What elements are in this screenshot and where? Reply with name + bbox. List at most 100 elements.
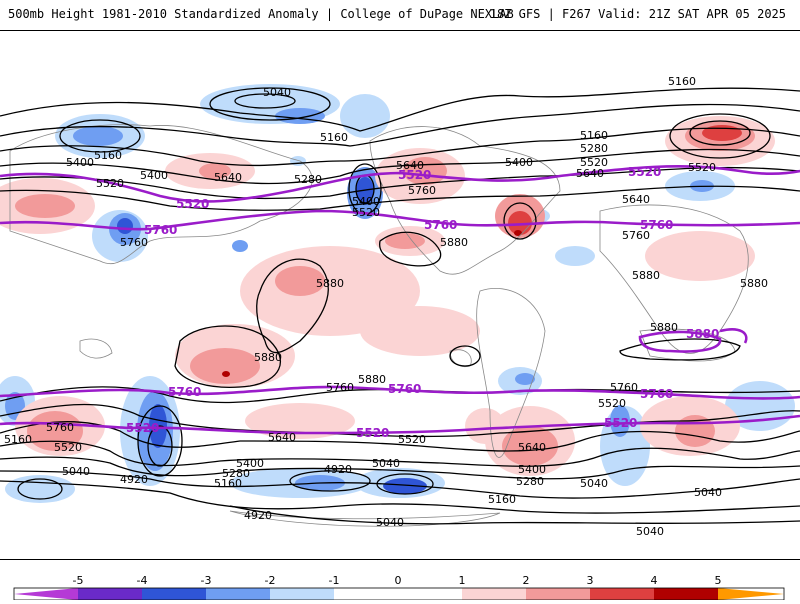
negative-anomaly-shading xyxy=(0,84,795,503)
colorbar-swatch-neg4 xyxy=(78,588,142,600)
colorbar-swatch-pos3 xyxy=(590,588,654,600)
svg-text:5760: 5760 xyxy=(408,184,436,197)
svg-text:5520: 5520 xyxy=(176,197,209,211)
svg-text:5400: 5400 xyxy=(352,195,380,208)
svg-text:5280: 5280 xyxy=(516,475,544,488)
svg-text:5520: 5520 xyxy=(96,177,124,190)
svg-text:5160: 5160 xyxy=(4,433,32,446)
contour-labels: 5040 5160 5400 5400 5520 5640 5760 5160 … xyxy=(4,75,768,538)
svg-text:5880: 5880 xyxy=(254,351,282,364)
svg-text:5760: 5760 xyxy=(640,387,673,401)
svg-text:5640: 5640 xyxy=(518,441,546,454)
svg-text:5520: 5520 xyxy=(628,165,661,179)
svg-text:5520: 5520 xyxy=(580,156,608,169)
colorbar-swatch-pos4 xyxy=(654,588,718,600)
svg-text:4920: 4920 xyxy=(244,509,272,522)
positive-anomaly-shading xyxy=(0,116,775,476)
svg-text:5160: 5160 xyxy=(488,493,516,506)
svg-text:5520: 5520 xyxy=(126,421,159,435)
svg-text:5280: 5280 xyxy=(222,467,250,480)
colorbar-swatch-neg5 xyxy=(14,588,78,600)
svg-text:5760: 5760 xyxy=(326,381,354,394)
anomaly-map-canvas: 5040 5160 5400 5400 5520 5640 5760 5160 … xyxy=(0,75,800,538)
svg-text:5520: 5520 xyxy=(352,206,380,219)
svg-text:5640: 5640 xyxy=(214,171,242,184)
map-title: 500mb Height 1981-2010 Standardized Anom… xyxy=(8,7,514,21)
colorbar-tick: 5 xyxy=(715,574,722,587)
colorbar-swatch-neg1 xyxy=(270,588,334,600)
colorbar-tick: 0 xyxy=(395,574,402,587)
anomaly-colorbar: -5 -4 -3 -2 -1 0 1 2 3 4 5 xyxy=(0,572,800,601)
colorbar-swatch-pos5 xyxy=(718,588,784,600)
svg-text:5760: 5760 xyxy=(120,236,148,249)
colorbar-swatches xyxy=(13,587,785,601)
svg-text:5040: 5040 xyxy=(372,457,400,470)
colorbar-tick: 1 xyxy=(459,574,466,587)
svg-text:5640: 5640 xyxy=(396,159,424,172)
svg-text:5760: 5760 xyxy=(144,223,177,237)
svg-text:5520: 5520 xyxy=(398,433,426,446)
svg-text:5760: 5760 xyxy=(388,382,421,396)
svg-text:5520: 5520 xyxy=(54,441,82,454)
colorbar-tick: -3 xyxy=(201,574,212,587)
svg-text:5760: 5760 xyxy=(168,385,201,399)
colorbar-tick: 4 xyxy=(651,574,658,587)
svg-text:5520: 5520 xyxy=(604,416,637,430)
svg-text:5400: 5400 xyxy=(518,463,546,476)
highlight-contours xyxy=(0,165,800,435)
svg-text:5880: 5880 xyxy=(686,327,719,341)
colorbar-swatch-neutral xyxy=(334,588,462,600)
colorbar-svg: -5 -4 -3 -2 -1 0 1 2 3 4 5 xyxy=(13,574,785,601)
svg-text:5400: 5400 xyxy=(66,156,94,169)
svg-text:5520: 5520 xyxy=(688,161,716,174)
svg-text:5880: 5880 xyxy=(440,236,468,249)
svg-text:5040: 5040 xyxy=(636,525,664,538)
svg-text:5760: 5760 xyxy=(640,218,673,232)
svg-text:5160: 5160 xyxy=(668,75,696,88)
svg-text:5400: 5400 xyxy=(236,457,264,470)
svg-text:5760: 5760 xyxy=(46,421,74,434)
svg-text:5520: 5520 xyxy=(356,426,389,440)
svg-text:5160: 5160 xyxy=(580,129,608,142)
colorbar-ticks: -5 -4 -3 -2 -1 0 1 2 3 4 5 xyxy=(73,574,722,587)
highlight-contour-labels: 5520 5520 5760 5760 5520 5760 5520 5760 … xyxy=(126,165,719,440)
colorbar-tick: -5 xyxy=(73,574,84,587)
svg-text:5040: 5040 xyxy=(580,477,608,490)
colorbar-swatch-neg2 xyxy=(206,588,270,600)
anomaly-map: 5040 5160 5400 5400 5520 5640 5760 5160 … xyxy=(0,30,800,560)
svg-text:5040: 5040 xyxy=(694,486,722,499)
model-run-info: 18Z GFS | F267 Valid: 21Z SAT APR 05 202… xyxy=(489,7,786,21)
svg-text:5760: 5760 xyxy=(610,381,638,394)
svg-text:5400: 5400 xyxy=(140,169,168,182)
svg-text:5640: 5640 xyxy=(622,193,650,206)
svg-text:5160: 5160 xyxy=(214,477,242,490)
svg-text:5520: 5520 xyxy=(598,397,626,410)
svg-text:5880: 5880 xyxy=(740,277,768,290)
svg-text:5040: 5040 xyxy=(62,465,90,478)
svg-text:5880: 5880 xyxy=(632,269,660,282)
svg-text:5520: 5520 xyxy=(398,168,431,182)
svg-text:5640: 5640 xyxy=(576,167,604,180)
svg-text:5640: 5640 xyxy=(268,431,296,444)
svg-text:5880: 5880 xyxy=(358,373,386,386)
colorbar-swatch-pos2 xyxy=(526,588,590,600)
colorbar-tick: -1 xyxy=(329,574,340,587)
colorbar-tick: -4 xyxy=(137,574,148,587)
svg-text:5760: 5760 xyxy=(424,218,457,232)
colorbar-tick: 3 xyxy=(587,574,594,587)
svg-text:5160: 5160 xyxy=(320,131,348,144)
colorbar-tick: 2 xyxy=(523,574,530,587)
svg-text:5040: 5040 xyxy=(376,516,404,529)
colorbar-tick: -2 xyxy=(265,574,276,587)
svg-text:5040: 5040 xyxy=(263,86,291,99)
svg-text:5880: 5880 xyxy=(650,321,678,334)
svg-text:5760: 5760 xyxy=(622,229,650,242)
colorbar-swatch-pos1 xyxy=(462,588,526,600)
svg-text:4920: 4920 xyxy=(324,463,352,476)
svg-text:5280: 5280 xyxy=(294,173,322,186)
svg-text:5280: 5280 xyxy=(580,142,608,155)
svg-text:5160: 5160 xyxy=(94,149,122,162)
svg-text:5880: 5880 xyxy=(316,277,344,290)
svg-text:4920: 4920 xyxy=(120,473,148,486)
colorbar-swatch-neg3 xyxy=(142,588,206,600)
